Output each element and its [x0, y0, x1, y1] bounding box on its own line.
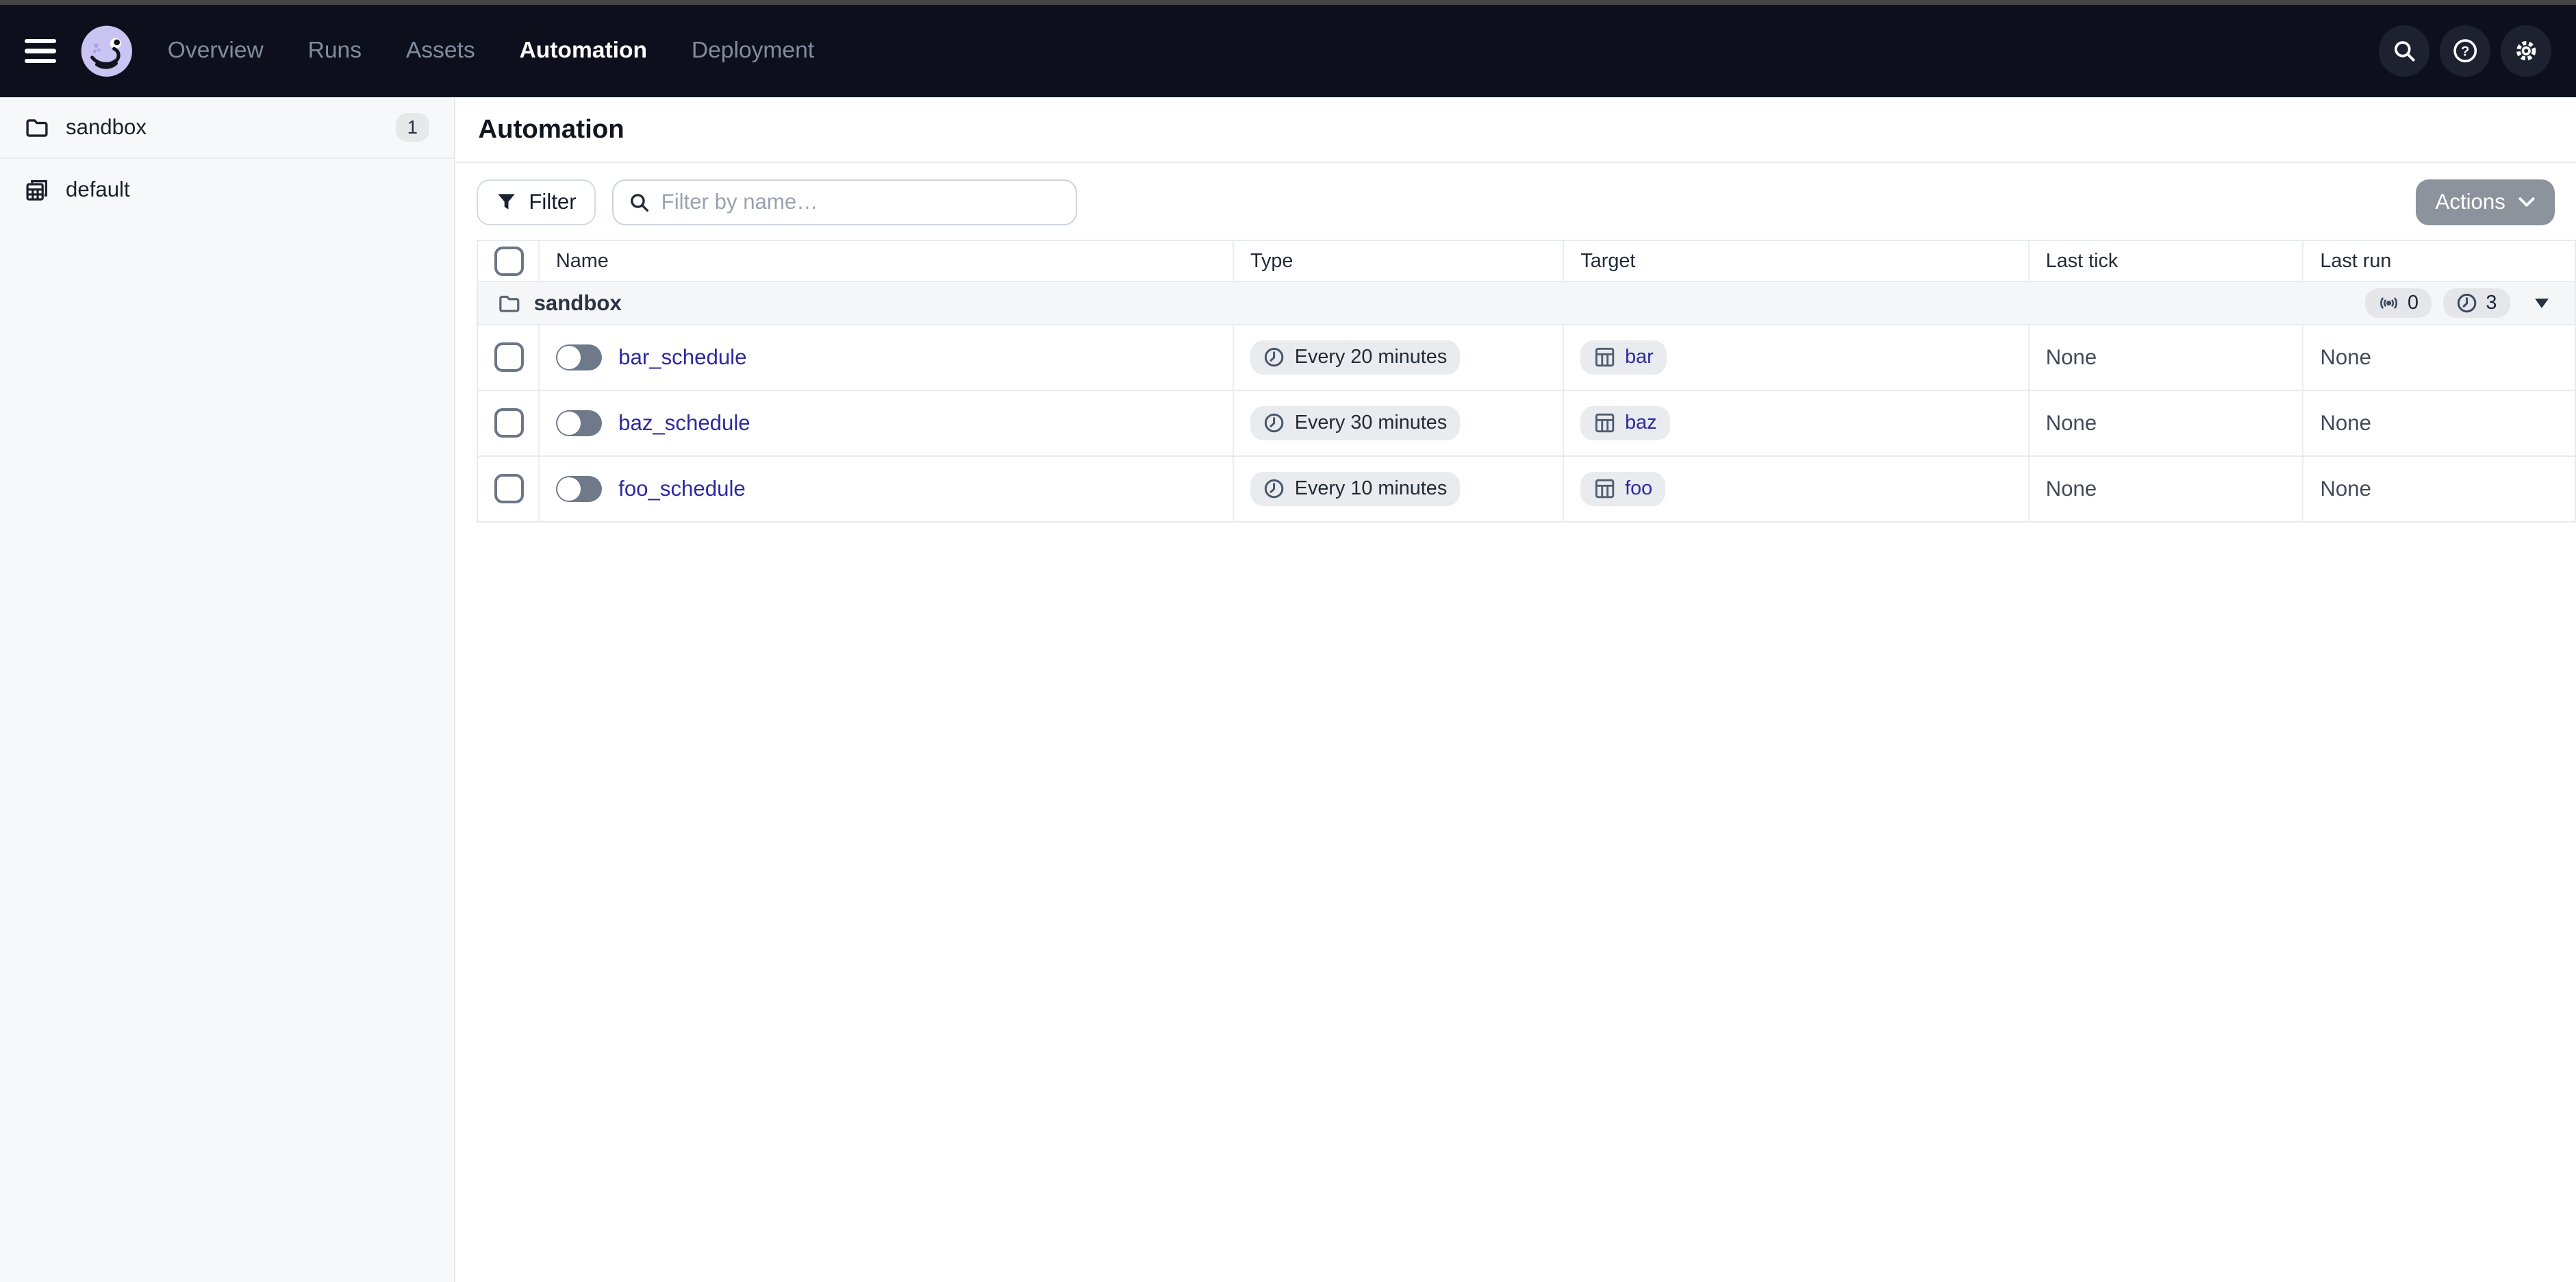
clock-icon	[1265, 414, 1284, 433]
name-filter-input[interactable]	[661, 190, 1061, 215]
table-header-row: Name Type Target Last tick Last run	[477, 241, 2575, 283]
last-tick-value: None	[2045, 476, 2097, 501]
code-location-icon	[26, 179, 47, 201]
column-header-target[interactable]: Target	[1564, 241, 2030, 281]
table-row: bar_schedule Every 20 minutes	[477, 325, 2575, 391]
target-label: bar	[1625, 346, 1654, 368]
search-icon	[630, 193, 648, 212]
nav-item-deployment[interactable]: Deployment	[691, 38, 815, 64]
group-name: sandbox	[533, 290, 622, 315]
main-content: Automation Filter Actions	[455, 97, 2576, 1282]
clock-icon	[1265, 348, 1284, 367]
clock-icon	[1265, 479, 1284, 499]
schedule-link[interactable]: foo_schedule	[618, 476, 746, 501]
navbar-icon-group: ?	[2379, 25, 2551, 77]
last-run-value: None	[2320, 410, 2371, 435]
column-header-last-tick[interactable]: Last tick	[2030, 241, 2304, 281]
table-row: foo_schedule Every 10 minutes	[477, 456, 2575, 523]
chevron-down-icon	[2518, 197, 2535, 207]
folder-icon	[499, 295, 520, 312]
sidebar-item-label: default	[66, 177, 130, 201]
gear-icon	[2516, 41, 2536, 61]
target-tag[interactable]: baz	[1580, 405, 1670, 440]
table-row: baz_schedule Every 30 minutes	[477, 390, 2575, 457]
schedule-toggle[interactable]	[555, 344, 603, 370]
settings-button[interactable]	[2500, 25, 2551, 77]
target-tag[interactable]: bar	[1580, 340, 1667, 375]
table-grid-icon	[1595, 414, 1614, 433]
sensor-icon	[2380, 297, 2397, 309]
target-label: foo	[1625, 477, 1653, 500]
schedule-link[interactable]: bar_schedule	[618, 344, 747, 369]
schedule-count: 3	[2486, 292, 2497, 314]
last-tick-value: None	[2045, 344, 2097, 369]
help-button[interactable]: ?	[2439, 25, 2491, 77]
sidebar-item-sandbox[interactable]: sandbox 1	[0, 97, 454, 158]
folder-icon	[26, 119, 48, 137]
target-tag[interactable]: foo	[1580, 471, 1666, 506]
name-filter-field[interactable]	[612, 179, 1078, 225]
help-icon: ?	[2453, 39, 2477, 63]
page-header: Automation	[455, 97, 2576, 163]
last-run-value: None	[2320, 344, 2371, 369]
nav-item-runs[interactable]: Runs	[307, 38, 362, 64]
actions-button[interactable]: Actions	[2415, 179, 2555, 225]
schedule-link[interactable]: baz_schedule	[618, 410, 750, 435]
schedule-type-tag: Every 20 minutes	[1250, 340, 1461, 375]
schedule-toggle[interactable]	[555, 475, 603, 502]
column-header-last-run[interactable]: Last run	[2320, 249, 2392, 272]
schedule-type-tag: Every 30 minutes	[1250, 405, 1461, 440]
window-top-strip	[0, 0, 2576, 5]
top-navbar: Overview Runs Assets Automation Deployme…	[0, 5, 2576, 97]
primary-nav: Overview Runs Assets Automation Deployme…	[168, 38, 814, 64]
clock-icon	[2458, 293, 2477, 313]
repo-sidebar: sandbox 1 default	[0, 97, 455, 1282]
sidebar-item-count-badge: 1	[395, 113, 429, 142]
nav-item-overview[interactable]: Overview	[167, 38, 264, 64]
funnel-icon	[498, 193, 516, 210]
last-tick-value: None	[2045, 410, 2097, 435]
select-all-checkbox[interactable]	[494, 246, 525, 276]
column-header-type[interactable]: Type	[1234, 241, 1565, 281]
column-header-name[interactable]: Name	[540, 241, 1234, 281]
filter-button[interactable]: Filter	[476, 179, 596, 225]
target-label: baz	[1625, 412, 1657, 434]
dagster-logo[interactable]	[79, 23, 135, 79]
actions-button-label: Actions	[2435, 190, 2505, 214]
sidebar-item-label: sandbox	[66, 114, 147, 139]
automation-table: Name Type Target Last tick Last run sand…	[476, 240, 2576, 523]
search-button[interactable]	[2379, 25, 2430, 77]
collapse-group-caret-icon[interactable]	[2534, 298, 2549, 308]
schedule-count-badge: 3	[2443, 288, 2510, 318]
last-run-value: None	[2320, 476, 2371, 501]
sensor-count-badge: 0	[2364, 288, 2432, 318]
sensor-count: 0	[2408, 292, 2419, 314]
schedule-type-label: Every 10 minutes	[1294, 477, 1448, 500]
schedule-type-label: Every 20 minutes	[1294, 346, 1448, 368]
nav-item-assets[interactable]: Assets	[405, 38, 475, 64]
page-title: Automation	[478, 114, 624, 144]
group-row-sandbox[interactable]: sandbox	[477, 282, 2575, 325]
sidebar-item-default[interactable]: default	[0, 159, 454, 220]
nav-item-automation[interactable]: Automation	[519, 38, 648, 64]
row-checkbox[interactable]	[494, 474, 525, 504]
row-checkbox[interactable]	[494, 342, 525, 373]
schedule-type-tag: Every 10 minutes	[1250, 471, 1461, 506]
filter-button-label: Filter	[529, 190, 577, 214]
toolbar: Filter Actions	[455, 163, 2576, 240]
search-icon	[2395, 41, 2415, 62]
table-grid-icon	[1595, 479, 1614, 499]
schedule-type-label: Every 30 minutes	[1294, 412, 1448, 434]
row-checkbox[interactable]	[494, 408, 525, 438]
schedule-toggle[interactable]	[555, 410, 603, 436]
hamburger-menu-icon[interactable]	[25, 38, 56, 64]
table-grid-icon	[1595, 348, 1614, 367]
svg-text:?: ?	[2461, 45, 2469, 60]
